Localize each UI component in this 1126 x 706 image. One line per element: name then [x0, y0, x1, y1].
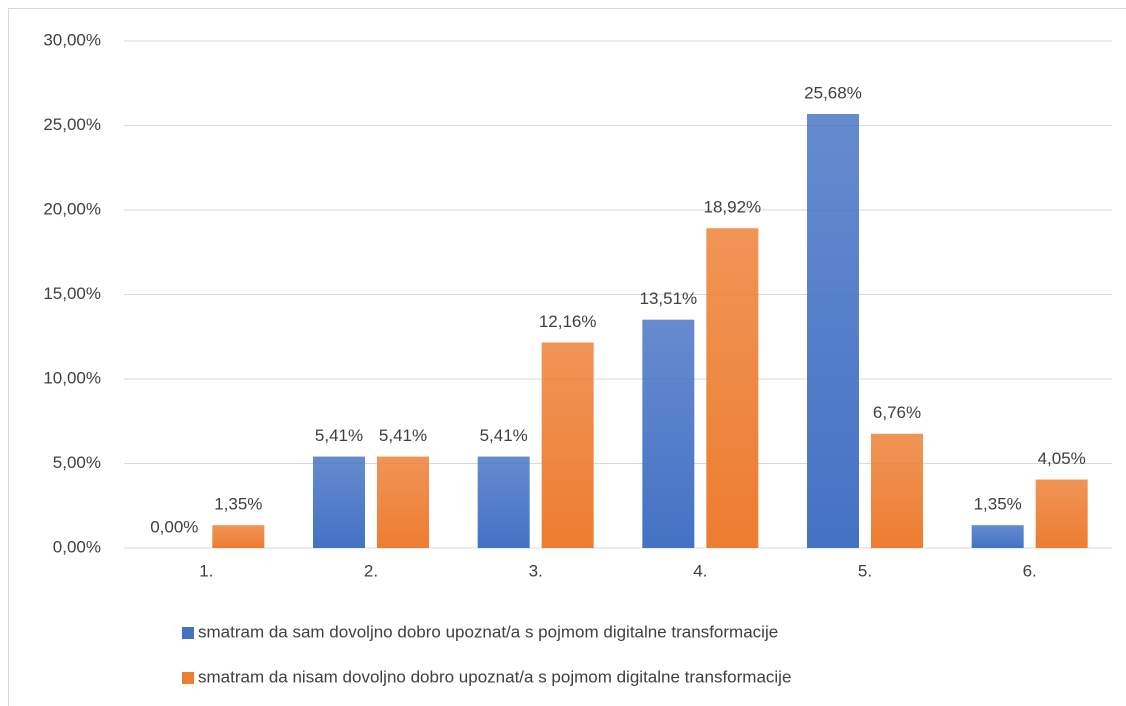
data-label: 18,92% [703, 198, 761, 217]
x-tick-label: 4. [693, 561, 707, 580]
data-label: 0,00% [150, 517, 198, 536]
legend-label: smatram da sam dovoljno dobro upoznat/a … [198, 622, 778, 641]
data-label: 6,76% [873, 403, 921, 422]
y-tick-label: 0,00% [53, 537, 101, 556]
data-label: 5,41% [480, 426, 528, 445]
y-tick-label: 15,00% [43, 284, 101, 303]
data-label: 1,35% [214, 495, 262, 514]
data-label: 5,41% [379, 426, 427, 445]
bar [807, 114, 859, 549]
data-label: 4,05% [1038, 449, 1086, 468]
bar [541, 342, 594, 548]
bar [1035, 479, 1088, 548]
bar [971, 525, 1024, 548]
legend-swatch [182, 672, 194, 684]
x-tick-label: 2. [364, 561, 378, 580]
data-label: 5,41% [315, 426, 363, 445]
x-tick-label: 5. [858, 561, 872, 580]
y-tick-label: 25,00% [43, 115, 101, 134]
data-label: 1,35% [974, 495, 1022, 514]
y-tick-label: 10,00% [43, 368, 101, 387]
bar [706, 228, 759, 548]
y-tick-label: 5,00% [53, 453, 101, 472]
data-label: 13,51% [639, 289, 697, 308]
x-tick-label: 3. [529, 561, 543, 580]
data-label: 12,16% [539, 312, 597, 331]
bar [871, 433, 923, 548]
bar [377, 456, 429, 548]
y-tick-label: 30,00% [43, 30, 101, 49]
x-tick-label: 6. [1023, 561, 1037, 580]
bar [477, 456, 530, 548]
bar [642, 319, 695, 548]
legend-label: smatram da nisam dovoljno dobro upoznat/… [198, 667, 791, 686]
legend-swatch [182, 627, 194, 639]
bar [313, 456, 365, 548]
bar [212, 525, 265, 548]
x-tick-label: 1. [199, 561, 213, 580]
data-label: 25,68% [804, 83, 862, 102]
y-tick-label: 20,00% [43, 199, 101, 218]
